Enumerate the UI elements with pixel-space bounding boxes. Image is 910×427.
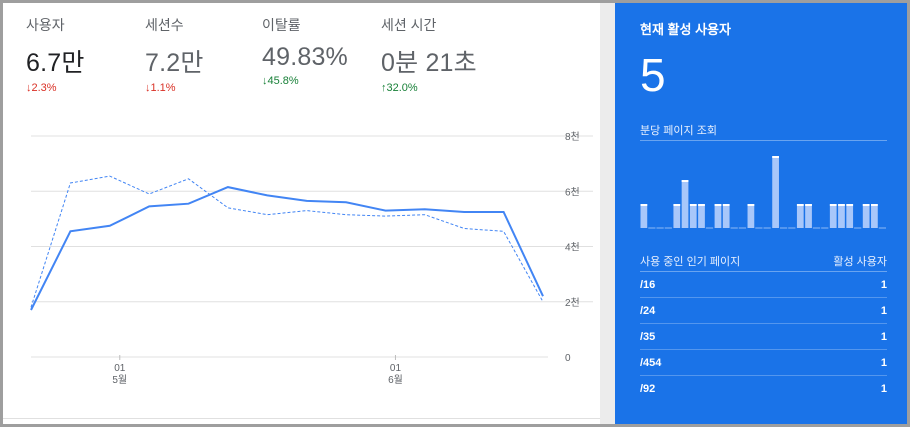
metric-label: 사용자 <box>26 17 65 33</box>
table-row[interactable]: /454 1 <box>640 350 887 376</box>
pageview-bar[interactable] <box>722 204 730 228</box>
arrow-down-icon: ↓ <box>145 82 151 94</box>
metric-delta: ↓1.1% <box>145 82 176 94</box>
metric-session-duration[interactable]: 세션 시간 0분 21초 ↑32.0% <box>381 15 477 94</box>
x-tick-day: 01 <box>114 363 126 374</box>
pageview-bar-cap <box>640 204 648 206</box>
pageview-bar-cap <box>871 204 878 206</box>
top-pages-header: 사용 중인 인기 페이지 <box>640 256 741 268</box>
metric-value: 7.2만 <box>145 49 204 77</box>
pageview-bar[interactable] <box>871 204 878 228</box>
pageview-bar-cap <box>722 204 730 206</box>
metric-sessions[interactable]: 세션수 7.2만 ↓1.1% <box>145 15 204 94</box>
metric-value: 49.83% <box>262 43 348 71</box>
arrow-down-icon: ↓ <box>26 82 32 94</box>
arrow-down-icon: ↓ <box>262 75 268 87</box>
comparison-series-line[interactable] <box>30 175 544 308</box>
pageviews-label: 분당 페이지 조회 <box>640 125 717 137</box>
metric-label: 이탈률 <box>262 17 301 33</box>
pageview-bar[interactable] <box>673 204 681 228</box>
divider <box>640 140 887 141</box>
pageview-bar-cap <box>689 204 697 206</box>
y-tick-label: 8천 <box>565 131 580 143</box>
x-tick-month: 6월 <box>388 374 403 386</box>
pageview-bar[interactable] <box>796 204 804 228</box>
pageview-bar[interactable] <box>747 204 755 228</box>
active-users-header: 활성 사용자 <box>833 256 887 268</box>
pageview-bar[interactable] <box>805 204 812 228</box>
pageviews-bar-chart <box>640 156 886 229</box>
pageview-bar-cap <box>846 204 854 206</box>
pageview-bar[interactable] <box>838 204 845 228</box>
table-row[interactable]: /92 1 <box>640 376 887 402</box>
metric-delta: ↑32.0% <box>381 82 418 94</box>
divider <box>640 375 887 376</box>
metric-users[interactable]: 사용자 6.7만 ↓2.3% <box>26 15 85 94</box>
arrow-up-icon: ↑ <box>381 82 387 94</box>
metric-value: 6.7만 <box>26 49 85 77</box>
table-row[interactable]: /35 1 <box>640 324 887 350</box>
pageview-bar-cap <box>829 204 837 206</box>
page-path: /16 <box>640 279 656 291</box>
metric-bounce-rate[interactable]: 이탈률 49.83% ↓45.8% <box>262 15 348 87</box>
pageview-bar[interactable] <box>846 204 854 228</box>
metric-delta: ↓45.8% <box>262 75 299 87</box>
page-users: 1 <box>880 383 887 395</box>
divider <box>640 323 887 324</box>
pageview-bar[interactable] <box>698 204 705 228</box>
audience-overview-card: 사용자 6.7만 ↓2.3% 세션수 7.2만 ↓1.1% 이탈률 49.83%… <box>3 3 600 419</box>
pageview-bar[interactable] <box>862 204 870 228</box>
pageview-bar[interactable] <box>772 156 779 228</box>
page-path: /24 <box>640 305 656 317</box>
pageview-bar[interactable] <box>640 204 648 228</box>
divider <box>640 297 887 298</box>
pageview-bar-cap <box>772 156 779 158</box>
pageview-bar[interactable] <box>714 204 722 228</box>
table-row[interactable]: /24 1 <box>640 298 887 324</box>
pageview-bar[interactable] <box>689 204 697 228</box>
table-row[interactable]: /16 1 <box>640 272 887 298</box>
divider <box>640 271 887 272</box>
x-tick-day: 01 <box>390 363 402 374</box>
page-path: /35 <box>640 331 656 343</box>
users-series-line[interactable] <box>30 186 544 311</box>
y-tick-label: 6천 <box>565 186 580 198</box>
pageview-bar-cap <box>838 204 845 206</box>
y-tick-label: 0 <box>565 353 571 364</box>
metric-delta: ↓2.3% <box>26 82 57 94</box>
active-users-count: 5 <box>640 49 666 101</box>
panel-gap <box>600 3 615 424</box>
users-trend-chart: 8천6천4천2천0015월016월017월 <box>30 131 593 386</box>
y-tick-label: 2천 <box>565 297 580 309</box>
page-users: 1 <box>880 279 887 291</box>
metric-label: 세션 시간 <box>381 17 437 33</box>
page-users: 1 <box>880 305 887 317</box>
pageview-bar[interactable] <box>681 180 689 228</box>
y-tick-label: 4천 <box>565 242 580 254</box>
pageview-bar-cap <box>796 204 804 206</box>
page-users: 1 <box>880 331 887 343</box>
pageview-bar-cap <box>714 204 722 206</box>
pageview-bar-cap <box>698 204 705 206</box>
page-users: 1 <box>880 357 887 369</box>
page-path: /454 <box>640 357 662 369</box>
pageview-bar-cap <box>805 204 812 206</box>
realtime-title: 현재 활성 사용자 <box>640 22 731 37</box>
pageview-bar-cap <box>681 180 689 182</box>
dashboard-frame: 사용자 6.7만 ↓2.3% 세션수 7.2만 ↓1.1% 이탈률 49.83%… <box>3 3 907 424</box>
pageview-bar-cap <box>747 204 755 206</box>
pageview-bar-cap <box>862 204 870 206</box>
pageview-bar[interactable] <box>829 204 837 228</box>
x-tick-month: 5월 <box>112 374 127 386</box>
page-path: /92 <box>640 383 656 395</box>
divider <box>640 349 887 350</box>
pageview-bar-cap <box>673 204 681 206</box>
metric-label: 세션수 <box>145 17 184 33</box>
metric-value: 0분 21초 <box>381 49 477 77</box>
realtime-card[interactable]: 현재 활성 사용자 5 분당 페이지 조회 사용 중인 인기 페이지 활성 사용… <box>615 3 907 424</box>
